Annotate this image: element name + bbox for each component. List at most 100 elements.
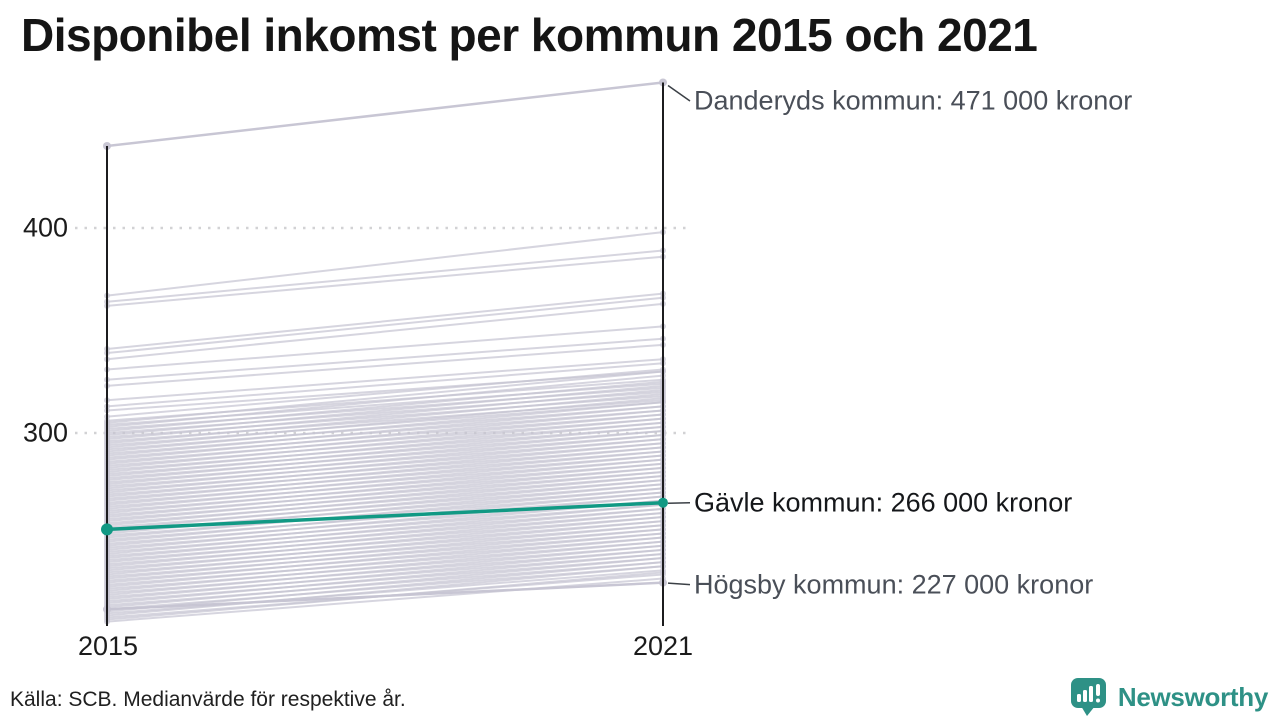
municipality-line xyxy=(106,368,664,418)
municipality-line xyxy=(106,413,664,465)
municipality-line xyxy=(106,337,664,381)
municipality-line xyxy=(106,487,664,539)
municipality-line xyxy=(106,540,664,586)
municipality-line xyxy=(106,450,664,502)
municipality-line xyxy=(106,470,664,516)
municipality-line xyxy=(106,536,664,582)
municipality-line xyxy=(106,393,664,445)
municipality-line xyxy=(106,462,664,508)
municipality-line xyxy=(106,429,664,475)
municipality-line xyxy=(106,532,664,578)
municipality-line xyxy=(106,536,664,588)
municipality-line xyxy=(106,491,664,537)
municipality-line xyxy=(106,446,664,492)
x-axis-label-2015: 2015 xyxy=(77,631,139,661)
y-axis-tick-300: 300 xyxy=(22,417,68,448)
municipality-line xyxy=(106,466,664,519)
municipality-line xyxy=(106,384,664,437)
municipality-line xyxy=(106,507,664,553)
municipality-line xyxy=(106,417,664,463)
municipality-line xyxy=(106,409,664,461)
municipality-line xyxy=(106,548,664,601)
annotation-hogsby: Högsby kommun: 227 000 kronor xyxy=(694,569,1094,600)
x-axis-label-2021: 2021 xyxy=(632,631,694,661)
municipality-line xyxy=(106,479,664,531)
municipality-line xyxy=(106,475,664,521)
bar-chart-speech-bubble-icon xyxy=(1070,678,1106,716)
page-title: Disponibel inkomst per kommun 2015 och 2… xyxy=(21,9,1038,61)
municipality-line xyxy=(106,548,664,594)
municipality-line xyxy=(106,503,664,555)
municipality-line xyxy=(106,454,664,500)
municipality-line xyxy=(106,466,664,512)
municipality-line xyxy=(106,557,664,603)
municipality-line xyxy=(106,358,664,402)
municipality-line xyxy=(106,81,664,148)
municipality-line xyxy=(106,380,664,432)
municipality-line xyxy=(106,434,664,486)
newsworthy-wordmark: Newsworthy xyxy=(1117,681,1268,712)
municipality-line xyxy=(106,552,664,605)
municipality-line xyxy=(106,557,664,609)
municipality-line xyxy=(106,343,664,387)
municipality-line xyxy=(106,470,664,523)
municipality-line xyxy=(106,405,664,451)
municipality-line xyxy=(106,458,664,510)
municipality-line xyxy=(106,454,664,506)
annotation-gavle: Gävle kommun: 266 000 kronor xyxy=(694,487,1073,518)
municipality-line xyxy=(106,524,664,570)
municipality-line xyxy=(106,475,664,527)
municipality-line xyxy=(106,458,664,504)
municipality-line xyxy=(106,405,664,457)
municipality-line xyxy=(106,569,664,615)
municipality-line xyxy=(106,255,664,307)
municipality-line xyxy=(106,231,664,297)
municipality-line xyxy=(106,544,664,596)
municipality-line xyxy=(106,528,664,580)
municipality-line xyxy=(106,374,664,428)
municipality-line xyxy=(106,520,664,566)
municipality-line xyxy=(106,524,664,576)
municipality-line xyxy=(106,292,664,350)
municipality-line xyxy=(106,401,664,447)
municipality-line xyxy=(106,425,664,471)
municipality-line xyxy=(106,528,664,574)
municipality-line xyxy=(106,565,664,617)
municipality-line xyxy=(106,370,664,424)
municipality-line xyxy=(106,362,664,408)
municipality-line xyxy=(106,325,664,371)
municipality-line xyxy=(106,462,664,514)
municipality-line xyxy=(106,495,664,547)
municipality-line xyxy=(106,561,664,607)
municipality-line xyxy=(106,516,664,568)
municipality-line xyxy=(106,421,664,473)
municipality-line xyxy=(106,544,664,590)
municipality-line xyxy=(106,446,664,498)
municipality-line xyxy=(106,495,664,541)
municipality-line xyxy=(106,434,664,480)
source-note: Källa: SCB. Medianvärde för respektive å… xyxy=(10,688,406,711)
municipality-line xyxy=(106,397,664,449)
municipality-line xyxy=(106,409,664,455)
municipality-line xyxy=(106,520,664,572)
municipality-line xyxy=(106,507,664,560)
municipality-line xyxy=(106,442,664,494)
y-axis-tick-400: 400 xyxy=(22,212,68,243)
municipality-line xyxy=(106,479,664,525)
municipality-line xyxy=(106,438,664,490)
municipality-line xyxy=(106,511,664,557)
municipality-line xyxy=(106,552,664,598)
municipality-line xyxy=(106,417,664,469)
municipality-line xyxy=(106,401,664,453)
municipality-line xyxy=(106,565,664,611)
municipality-line xyxy=(106,388,664,441)
municipality-line xyxy=(106,581,664,611)
municipality-line xyxy=(106,577,664,623)
municipality-line xyxy=(106,511,664,564)
municipality-line xyxy=(106,296,664,355)
highlight-line xyxy=(106,500,664,532)
annotation-danderyd: Danderyds kommun: 471 000 kronor xyxy=(694,85,1133,116)
municipality-line xyxy=(106,425,664,478)
municipality-line xyxy=(106,438,664,484)
